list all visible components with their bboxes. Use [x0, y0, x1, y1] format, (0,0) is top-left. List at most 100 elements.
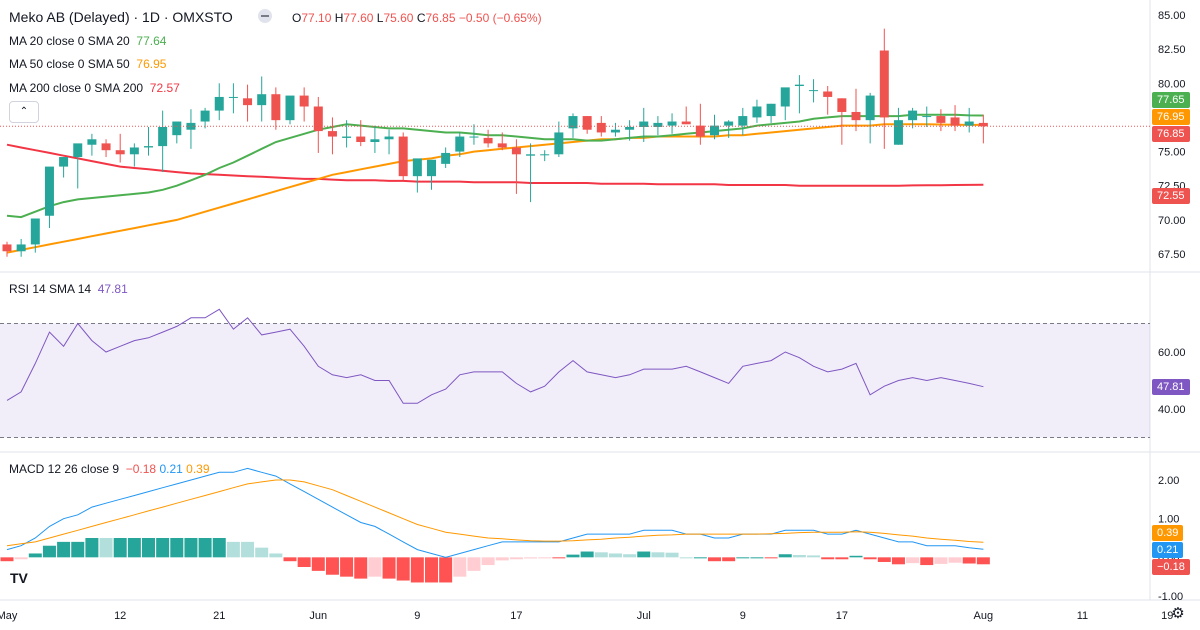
candle-body — [101, 143, 111, 151]
candle-body — [214, 96, 224, 111]
macd-tick-label: 1.00 — [1158, 514, 1179, 526]
candle-body — [893, 120, 903, 145]
macd-histogram-bar — [906, 557, 920, 564]
macd-histogram-bar — [524, 557, 538, 559]
candle-body — [327, 131, 337, 137]
candle-body — [370, 139, 380, 143]
change-value: −0.50 (−0.65%) — [458, 11, 542, 25]
settings-gear-icon[interactable]: ⚙ — [1171, 605, 1185, 622]
candle-body — [30, 218, 40, 245]
time-tick-label: 21 — [213, 610, 225, 622]
rsi-line — [6, 308, 984, 404]
macd-histogram-bar — [71, 541, 85, 558]
candle-body — [455, 136, 465, 152]
candle-body — [610, 129, 620, 133]
rsi-tick-label: 40.00 — [1158, 404, 1186, 416]
macd-histogram-bar — [736, 557, 750, 559]
macd-legend[interactable]: MACD 12 26 close 9 −0.18 0.21 0.39 — [9, 462, 210, 476]
candle-body — [356, 136, 366, 143]
candle-body — [978, 122, 988, 127]
macd-histogram-bar — [0, 557, 14, 562]
macd-hist-value: −0.18 — [125, 462, 157, 476]
candle-body — [129, 147, 139, 155]
macd-label: MACD 12 26 close 9 — [9, 462, 120, 476]
candle-body — [936, 116, 946, 123]
macd-tick-label: 2.00 — [1158, 475, 1179, 487]
candle-body — [427, 159, 436, 177]
candle-body — [596, 122, 606, 133]
macd-histogram-bar — [552, 557, 566, 559]
candle-body — [59, 157, 69, 167]
candle-body — [908, 110, 918, 121]
tradingview-logo[interactable]: TV — [10, 570, 28, 586]
ma20-legend[interactable]: MA 20 close 0 SMA 20 77.64 — [9, 34, 166, 48]
macd-histogram-bar — [28, 553, 42, 558]
macd-histogram-bar — [665, 552, 679, 558]
candle-body — [511, 147, 521, 155]
candle-body — [172, 121, 182, 136]
macd-histogram-bar — [778, 554, 792, 558]
candle-body — [398, 136, 408, 177]
macd-histogram-bar — [269, 553, 283, 558]
candle-body — [809, 90, 819, 92]
macd-histogram-bar — [198, 538, 212, 558]
ma20-value: 77.64 — [136, 34, 167, 48]
macd-histogram-bar — [708, 557, 721, 562]
macd-histogram-bar — [184, 538, 198, 558]
ma50-label: MA 50 close 0 SMA 50 — [9, 57, 130, 71]
symbol-legend[interactable]: Meko AB (Delayed) · 1D · OMXSTO — [9, 9, 233, 25]
price-tick-label: 75.00 — [1158, 147, 1186, 159]
rsi-label: RSI 14 SMA 14 — [9, 282, 92, 296]
macd-histogram-bar — [891, 557, 905, 565]
macd-histogram-bar — [693, 557, 707, 559]
macd-histogram-bar — [410, 557, 424, 583]
macd-histogram-bar — [821, 557, 835, 560]
macd-histogram-bar — [42, 545, 56, 558]
macd-histogram-bar — [283, 557, 297, 562]
macd-histogram-bar — [467, 557, 481, 571]
macd-histogram-bar — [651, 552, 665, 558]
macd-histogram-bar — [877, 557, 891, 562]
candle-body — [228, 96, 238, 98]
macd-histogram-bar — [325, 557, 339, 575]
price-tick-label: 70.00 — [1158, 215, 1186, 227]
macd-histogram-bar — [113, 538, 127, 558]
macd-histogram-bar — [354, 557, 368, 579]
macd-histogram-bar — [538, 557, 552, 559]
macd-line-value: 0.21 — [159, 462, 183, 476]
macd-histogram-bar — [340, 557, 354, 577]
macd-line-price-tag: 0.21 — [1152, 542, 1184, 558]
candle-body — [271, 94, 281, 121]
symbol-title[interactable]: Meko AB (Delayed) · 1D · OMXSTO — [9, 9, 233, 25]
candle-body — [752, 106, 762, 118]
macd-histogram-bar — [849, 555, 863, 558]
macd-signal-value: 0.39 — [186, 462, 210, 476]
rsi-legend[interactable]: RSI 14 SMA 14 47.81 — [9, 282, 128, 296]
macd-histogram-bar — [962, 557, 976, 564]
rsi-tick-label: 60.00 — [1158, 347, 1186, 359]
open-label: O — [292, 11, 302, 25]
macd-histogram-bar — [481, 557, 495, 566]
macd-histogram-bar — [495, 557, 509, 561]
visibility-toggle-icon[interactable] — [258, 9, 272, 23]
ma50-line — [6, 123, 984, 254]
candle-body — [710, 125, 719, 136]
candle-body — [667, 121, 677, 126]
macd-histogram-bar — [311, 557, 325, 571]
time-tick-label: 9 — [740, 610, 746, 622]
ma50-price-tag: 76.95 — [1152, 109, 1190, 125]
last-price-tag: 76.85 — [1152, 126, 1190, 142]
price-tick-label: 82.50 — [1158, 44, 1186, 56]
candle-body — [87, 139, 97, 145]
candle-body — [554, 132, 564, 155]
candle-body — [653, 122, 663, 127]
ma200-legend[interactable]: MA 200 close 0 SMA 200 72.57 — [9, 81, 180, 95]
macd-histogram-bar — [679, 557, 693, 559]
macd-signal-price-tag: 0.39 — [1152, 525, 1184, 541]
ma50-legend[interactable]: MA 50 close 0 SMA 50 76.95 — [9, 57, 166, 71]
price-tick-label: 67.50 — [1158, 249, 1186, 261]
candle-body — [724, 121, 734, 126]
collapse-legend-button[interactable]: ⌃ — [9, 101, 39, 123]
candle-body — [497, 143, 507, 148]
